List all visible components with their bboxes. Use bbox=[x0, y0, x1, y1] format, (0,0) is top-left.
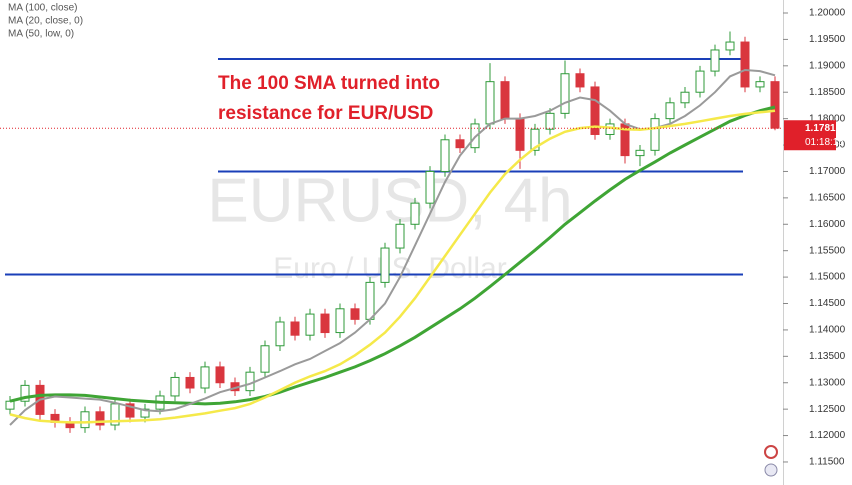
candle-body bbox=[605, 123, 615, 135]
annotation: The 100 SMA turned into bbox=[218, 73, 440, 94]
icons bbox=[764, 445, 778, 477]
moving-average bbox=[9, 105, 776, 406]
y-tick-label: 1.19000 bbox=[809, 60, 846, 71]
y-tick-label: 1.16000 bbox=[809, 219, 846, 230]
candle-body bbox=[245, 371, 255, 392]
y-tick-label: 1.17000 bbox=[809, 166, 846, 177]
candle-body bbox=[200, 366, 210, 389]
annotation: resistance for EUR/USD bbox=[218, 103, 433, 124]
y-tick-label: 1.14500 bbox=[809, 298, 846, 309]
last-price-box bbox=[784, 120, 836, 151]
candle-body bbox=[260, 345, 270, 373]
watermark-subtitle: Euro / U.S. Dollar bbox=[273, 252, 506, 285]
candle-body bbox=[650, 118, 660, 151]
candle-body bbox=[770, 81, 780, 129]
watermark: EURUSD, 4h bbox=[207, 166, 572, 235]
candle-body bbox=[530, 128, 540, 151]
legend-entry: MA (100, close) bbox=[8, 3, 77, 14]
candle-body bbox=[485, 81, 495, 125]
candle-body bbox=[410, 202, 420, 225]
candle-body bbox=[20, 384, 30, 402]
candle-body bbox=[680, 91, 690, 104]
candle-body bbox=[320, 313, 330, 334]
last-price-label: 1.17818 bbox=[805, 123, 842, 134]
candle-body bbox=[635, 149, 645, 157]
y-tick-label: 1.11500 bbox=[809, 457, 845, 468]
y-tick-label: 1.19500 bbox=[809, 34, 846, 45]
moving-average bbox=[9, 109, 776, 424]
candle-body bbox=[500, 81, 510, 120]
icon bbox=[764, 445, 778, 459]
icon bbox=[764, 463, 778, 477]
candle-body bbox=[380, 247, 390, 283]
candle-body bbox=[425, 170, 435, 204]
candle-body bbox=[755, 81, 765, 88]
candle-body bbox=[515, 118, 525, 151]
candle-body bbox=[560, 73, 570, 114]
y-tick-label: 1.13500 bbox=[809, 351, 846, 362]
legend-entry: MA (20, close, 0) bbox=[8, 16, 83, 27]
legend-entry: MA (50, low, 0) bbox=[8, 29, 74, 40]
candle-body bbox=[575, 73, 585, 88]
candle-body bbox=[365, 281, 375, 320]
candle-body bbox=[140, 408, 150, 418]
candle-body bbox=[185, 376, 195, 389]
y-tick-label: 1.14000 bbox=[809, 325, 846, 336]
y-tick-label: 1.16500 bbox=[809, 193, 846, 204]
countdown-label: 01:18:15 bbox=[805, 137, 844, 148]
y-tick-label: 1.18500 bbox=[809, 87, 846, 98]
candle-body bbox=[665, 102, 675, 120]
candle-body bbox=[455, 139, 465, 149]
candle-body bbox=[80, 411, 90, 429]
candle-body bbox=[95, 411, 105, 426]
candle-body bbox=[725, 41, 735, 51]
y-tick-label: 1.20000 bbox=[809, 8, 846, 19]
y-tick-label: 1.15500 bbox=[809, 245, 846, 256]
candle-body bbox=[170, 376, 180, 397]
y-tick-label: 1.12500 bbox=[809, 404, 846, 415]
y-tick-label: 1.12000 bbox=[809, 430, 846, 441]
candle-body bbox=[335, 308, 345, 334]
candle-body bbox=[710, 49, 720, 72]
candle-body bbox=[110, 403, 120, 426]
candle-body bbox=[350, 308, 360, 320]
candle-body bbox=[740, 41, 750, 88]
candle-body bbox=[590, 86, 600, 135]
candle-body bbox=[125, 403, 135, 418]
candle-body bbox=[545, 112, 555, 130]
candle-body bbox=[695, 70, 705, 93]
candle-body bbox=[440, 139, 450, 172]
y-tick-label: 1.13000 bbox=[809, 377, 846, 388]
candle-body bbox=[5, 400, 15, 410]
candle-body bbox=[395, 223, 405, 249]
y-tick-label: 1.18000 bbox=[809, 113, 846, 124]
candle-body bbox=[290, 321, 300, 336]
y-tick-label: 1.15000 bbox=[809, 272, 846, 283]
candle-body bbox=[215, 366, 225, 384]
candle-body bbox=[305, 313, 315, 336]
candle-body bbox=[275, 321, 285, 347]
